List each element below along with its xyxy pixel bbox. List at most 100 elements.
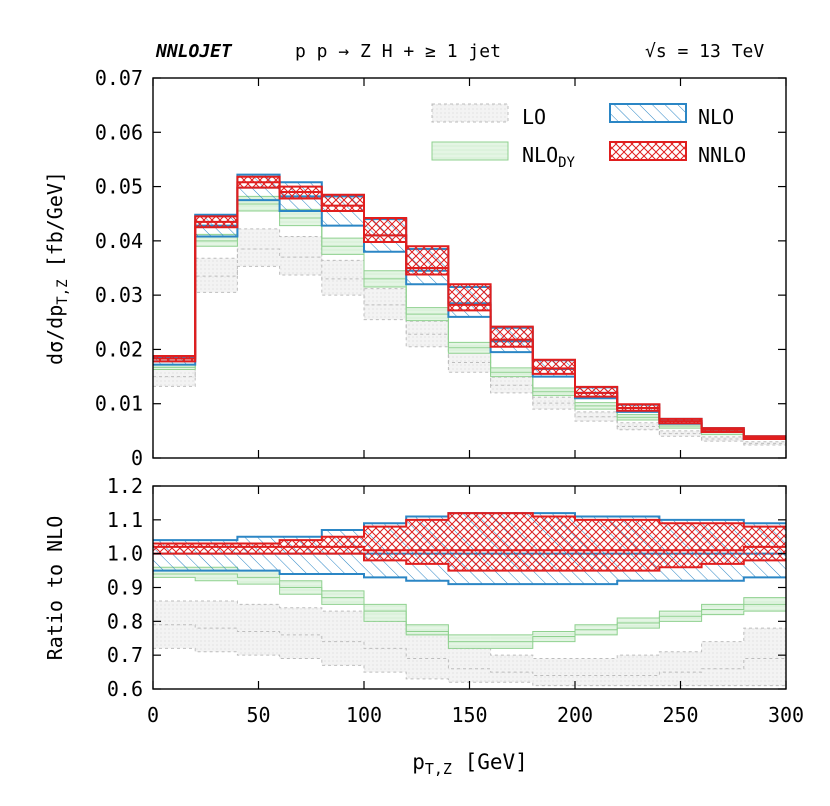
ratio-band-nnlo-bin-10 bbox=[575, 519, 618, 571]
ratio-band-lo-bin-1 bbox=[195, 601, 238, 652]
ratio-band-lo-bin-2 bbox=[237, 604, 280, 656]
main-band-lo-bin-12 bbox=[659, 430, 702, 437]
ratio-xtick-label: 0 bbox=[147, 703, 159, 727]
main-ylabel: dσ/dpT,Z [fb/GeV] bbox=[43, 171, 71, 365]
ratio-band-nlo-dy-bin-5 bbox=[364, 604, 407, 622]
main-ytick-label: 0.06 bbox=[95, 120, 143, 144]
main-band-lo-bin-14 bbox=[743, 441, 786, 445]
ratio-band-lo-bin-9 bbox=[532, 658, 575, 686]
ratio-band-lo-bin-13 bbox=[701, 641, 744, 686]
ratio-nnlo-mid-line bbox=[153, 545, 786, 552]
main-band-nnlo-bin-10 bbox=[575, 386, 618, 397]
legend-label: NNLO bbox=[698, 143, 746, 167]
main-lo-low-line bbox=[153, 265, 786, 446]
main-panel: 0 0.01 0.02 0.03 0.04 0.05 0.06 0.07 dσ/dpT,Z [… bbox=[43, 66, 787, 470]
ratio-ytick-label: 0.9 bbox=[107, 576, 143, 600]
ratio-band-lo-bin-12 bbox=[659, 651, 702, 686]
main-band-lo-bin-4 bbox=[321, 260, 364, 296]
ratio-ytick-label: 1.1 bbox=[107, 508, 143, 532]
main-band-lo-bin-13 bbox=[701, 436, 744, 442]
legend-swatch-nlo bbox=[609, 103, 687, 123]
ratio-band-nnlo-bin-13 bbox=[701, 523, 744, 564]
ratio-xtick-label: 100 bbox=[346, 703, 382, 727]
main-ytick-label: 0.07 bbox=[95, 66, 143, 90]
main-band-lo-bin-2 bbox=[237, 228, 280, 267]
main-nnlo-mid-line bbox=[153, 181, 786, 439]
ratio-nlo-low-line bbox=[153, 569, 786, 586]
ratio-nlo-dy-mid-line bbox=[153, 573, 786, 643]
ratio-band-nlo-dy-bin-0 bbox=[153, 567, 196, 578]
main-band-nnlo-bin-6 bbox=[406, 246, 449, 275]
main-band-lo-bin-3 bbox=[279, 236, 322, 276]
legend-item-nlo-dy: NLODY bbox=[431, 141, 576, 171]
main-band-nnlo-bin-8 bbox=[490, 326, 533, 347]
main-series-lo bbox=[153, 228, 786, 446]
xaxis-label: pT,Z [GeV] bbox=[412, 750, 528, 778]
main-series-nnlo bbox=[153, 175, 786, 440]
main-band-lo-bin-9 bbox=[532, 397, 575, 410]
main-band-nnlo-bin-4 bbox=[321, 194, 364, 211]
main-band-nnlo-bin-7 bbox=[448, 284, 491, 311]
main-band-lo-bin-0 bbox=[153, 365, 196, 387]
main-band-lo-bin-8 bbox=[490, 377, 533, 393]
main-ytick-label: 0.04 bbox=[95, 229, 143, 253]
ratio-band-nnlo-bin-5 bbox=[364, 526, 407, 561]
ratio-nnlo-low-line bbox=[153, 552, 786, 572]
legend-item-nlo: NLO bbox=[609, 103, 734, 129]
ratio-xaxis: 0 50 100 150 200 250 300 bbox=[147, 486, 804, 727]
main-band-nlo-dy-bin-3 bbox=[279, 209, 322, 226]
ratio-band-nnlo-bin-14 bbox=[743, 526, 786, 561]
ratio-xtick-label: 50 bbox=[246, 703, 270, 727]
ratio-series-nlo-dy bbox=[153, 566, 786, 649]
legend-label: NLO bbox=[698, 105, 734, 129]
ratio-band-nnlo-bin-9 bbox=[532, 516, 575, 571]
ratio-band-nnlo-bin-8 bbox=[490, 513, 533, 571]
ratio-xtick-label: 200 bbox=[557, 703, 593, 727]
ratio-band-nnlo-bin-2 bbox=[237, 543, 280, 554]
ratio-ytick-label: 0.6 bbox=[107, 677, 143, 701]
ratio-panel: 0.6 0.7 0.8 0.9 1.0 1.1 1.2 0 50 100 150 200 250 300… bbox=[43, 474, 804, 727]
ratio-nlo-dy-low-line bbox=[153, 576, 786, 649]
main-ytick-label: 0.05 bbox=[95, 175, 143, 199]
main-nnlo-low-line bbox=[153, 186, 786, 440]
ratio-band-nlo-dy-bin-6 bbox=[406, 624, 449, 635]
main-band-lo-bin-7 bbox=[448, 352, 491, 373]
ratio-xtick-label: 300 bbox=[768, 703, 804, 727]
legend: LO NLO NLODY NNLO bbox=[431, 103, 746, 171]
legend-label: NLODY bbox=[522, 143, 576, 171]
legend-swatch-nlo-dy bbox=[431, 141, 509, 161]
ratio-yaxis: 0.6 0.7 0.8 0.9 1.0 1.1 1.2 bbox=[107, 474, 786, 701]
main-frame bbox=[152, 77, 787, 459]
main-ytick-label: 0.01 bbox=[95, 392, 143, 416]
main-nlo-dy-mid-line bbox=[153, 203, 786, 439]
ratio-band-lo-bin-10 bbox=[575, 658, 618, 686]
main-ytick-label: 0 bbox=[131, 446, 143, 470]
ratio-band-lo-bin-14 bbox=[743, 628, 786, 686]
ratio-ytick-label: 0.8 bbox=[107, 609, 143, 633]
ratio-ylabel: Ratio to NLO bbox=[43, 516, 67, 661]
main-band-lo-bin-1 bbox=[195, 258, 238, 293]
main-nnlo-high-line bbox=[153, 175, 786, 438]
ratio-band-lo-bin-6 bbox=[406, 631, 449, 679]
main-lo-mid-line bbox=[153, 248, 786, 444]
ratio-nnlo-high-line bbox=[153, 512, 786, 545]
ratio-band-lo-bin-3 bbox=[279, 607, 322, 659]
ratio-series-lo bbox=[153, 600, 786, 687]
legend-item-lo: LO bbox=[431, 103, 546, 129]
legend-label: LO bbox=[522, 105, 546, 129]
main-xaxis-ticks bbox=[152, 78, 787, 458]
ratio-nlo-dy-high-line bbox=[153, 566, 786, 636]
ratio-band-nnlo-bin-12 bbox=[659, 523, 702, 568]
main-yaxis: 0 0.01 0.02 0.03 0.04 0.05 0.06 0.07 bbox=[95, 66, 786, 470]
main-ytick-label: 0.03 bbox=[95, 283, 143, 307]
ratio-band-lo-bin-5 bbox=[364, 621, 407, 673]
brand-label: NNLOJET bbox=[155, 41, 233, 62]
process-label: p p → Z H + ≥ 1 jet bbox=[295, 41, 501, 62]
main-band-nnlo-bin-5 bbox=[364, 218, 407, 242]
main-band-nnlo-bin-9 bbox=[532, 359, 575, 374]
ratio-band-nnlo-bin-7 bbox=[448, 513, 491, 571]
ratio-band-lo-bin-8 bbox=[490, 655, 533, 683]
ratio-band-nnlo-bin-6 bbox=[406, 519, 449, 564]
main-band-nlo-dy-bin-1 bbox=[195, 234, 238, 247]
main-band-lo-bin-5 bbox=[364, 288, 407, 320]
